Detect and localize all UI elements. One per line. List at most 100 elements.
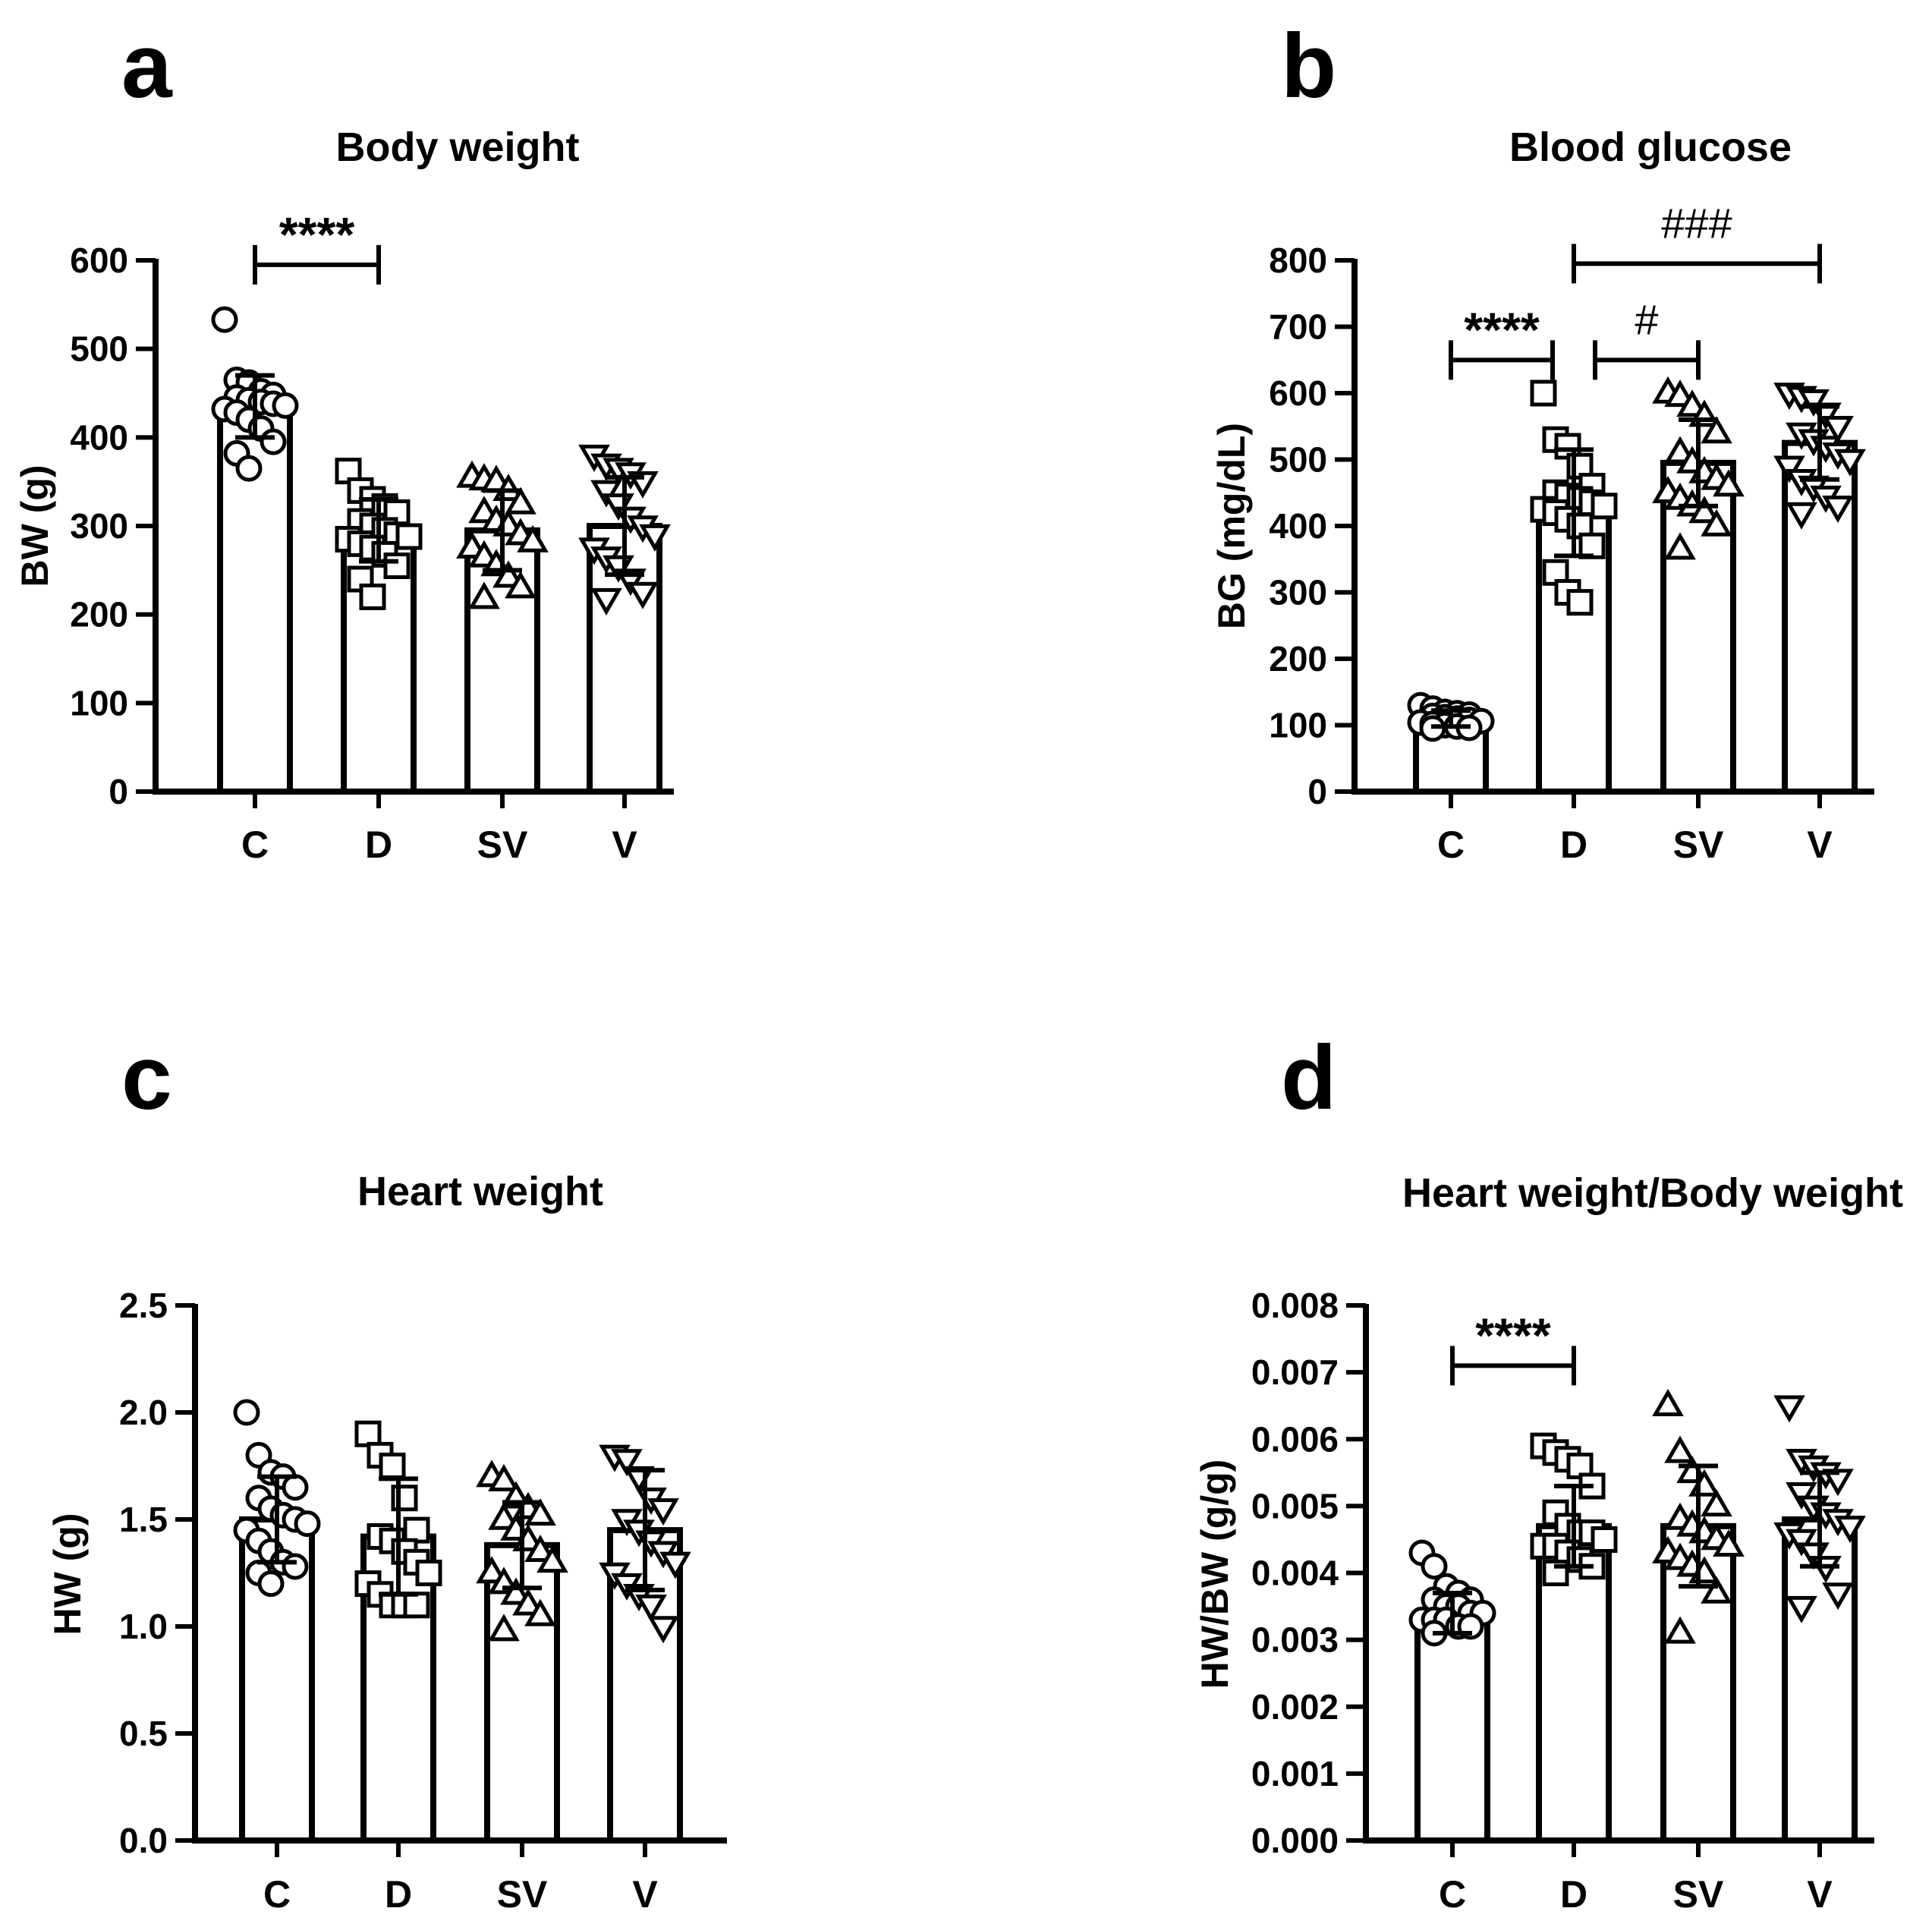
x-tick-label: C [241, 823, 269, 866]
data-point [257, 1570, 285, 1598]
data-point [1421, 1553, 1448, 1580]
y-tick-label: 0.5 [119, 1714, 168, 1753]
data-point [282, 1553, 309, 1580]
x-tick-label: SV [1673, 823, 1724, 866]
data-point [359, 583, 386, 610]
x-tick-label: D [1560, 1873, 1587, 1916]
significance-label: # [1635, 295, 1658, 343]
data-point [524, 1535, 556, 1563]
y-tick-label: 200 [1269, 639, 1327, 679]
x-tick-label: V [612, 823, 637, 866]
y-tick-label: 0.007 [1251, 1352, 1339, 1392]
x-tick-label: V [1807, 1873, 1833, 1916]
data-point [488, 1614, 520, 1642]
data-point [1566, 589, 1594, 616]
data-point [1713, 469, 1745, 497]
data-point [647, 1498, 679, 1526]
x-tick-label: D [365, 823, 392, 866]
y-tick-label: 0 [109, 772, 128, 811]
panel-letter: d [1281, 1027, 1336, 1129]
y-tick-label: 300 [1269, 573, 1327, 612]
significance-bracket [1593, 340, 1701, 380]
data-point [1664, 532, 1696, 560]
panel-letter: c [121, 1027, 172, 1129]
chart-title: Blood glucose [1509, 124, 1792, 170]
chart-title: Heart weight/Body weight [1402, 1170, 1903, 1216]
data-point [517, 524, 549, 553]
data-point [1591, 493, 1618, 520]
significance-label: ### [1661, 199, 1732, 247]
y-tick-label: 0.005 [1251, 1486, 1339, 1526]
data-point [1798, 389, 1830, 417]
data-point [611, 1449, 643, 1477]
data-point [1530, 379, 1557, 407]
data-point [1786, 502, 1817, 530]
data-point [500, 1577, 532, 1605]
y-tick-label: 300 [70, 506, 128, 546]
significance-bracket [1450, 1346, 1576, 1386]
y-tick-label: 0.008 [1251, 1286, 1339, 1325]
significance-bracket [1572, 244, 1822, 284]
x-tick-label: D [385, 1873, 412, 1916]
data-point [272, 392, 299, 419]
y-tick-label: 100 [1269, 706, 1327, 745]
panel-a: a Body weight BW (g) 0 100 200 300 400 500 600 C D S… [14, 15, 674, 866]
data-point [1822, 1582, 1854, 1611]
data-point [1664, 379, 1696, 408]
data-point [260, 428, 287, 455]
data-point [492, 560, 524, 588]
data-point [590, 480, 622, 508]
y-axis-label: BW (g) [14, 464, 56, 587]
y-tick-label: 1.5 [119, 1500, 168, 1539]
data-point [468, 581, 500, 609]
y-tick-label: 600 [70, 241, 128, 280]
data-point [635, 1595, 667, 1623]
data-point [1688, 496, 1720, 524]
y-tick-label: 600 [1269, 373, 1327, 413]
x-tick-label: C [1437, 823, 1465, 866]
data-point [659, 1551, 691, 1579]
x-tick-label: V [632, 1873, 658, 1916]
y-tick-label: 500 [70, 329, 128, 369]
y-tick-label: 100 [70, 683, 128, 723]
y-tick-label: 0.006 [1251, 1419, 1339, 1459]
data-point [379, 1453, 406, 1479]
data-point [627, 581, 659, 609]
data-point [1591, 1526, 1618, 1553]
data-point [354, 1420, 382, 1447]
data-point [639, 524, 671, 552]
chart-title: Body weight [336, 124, 580, 170]
y-tick-label: 0.001 [1251, 1754, 1339, 1793]
data-point [1652, 1388, 1684, 1416]
panel-letter: a [121, 15, 173, 117]
y-axis-label: HW (g) [46, 1513, 89, 1635]
y-axis-label: HW/BW (g/g) [1194, 1459, 1236, 1689]
significance-bracket [253, 244, 381, 285]
data-point [1664, 1435, 1696, 1463]
data-point [294, 1510, 321, 1538]
data-point [282, 1474, 309, 1501]
data-point [1773, 455, 1805, 483]
bar [1414, 1610, 1490, 1844]
data-point [1713, 1529, 1745, 1557]
data-point [415, 1560, 442, 1586]
y-tick-label: 700 [1269, 307, 1327, 347]
y-tick-label: 0.002 [1251, 1687, 1339, 1727]
y-tick-label: 0.0 [119, 1821, 168, 1860]
y-tick-label: 0 [1307, 772, 1327, 811]
x-tick-label: SV [497, 1873, 548, 1916]
data-point [403, 1592, 430, 1619]
data-point [1664, 1616, 1696, 1644]
data-point [211, 306, 238, 333]
y-axis-label: BG (mg/dL) [1210, 423, 1253, 629]
data-point [395, 523, 423, 550]
data-point [1773, 1395, 1805, 1423]
data-point [1664, 436, 1696, 464]
data-point [1578, 532, 1606, 559]
x-tick-label: SV [477, 823, 528, 866]
data-point [647, 1616, 679, 1644]
y-tick-label: 400 [1269, 506, 1327, 546]
y-tick-label: 200 [70, 595, 128, 634]
data-point [1786, 1482, 1817, 1510]
y-tick-label: 400 [70, 417, 128, 457]
